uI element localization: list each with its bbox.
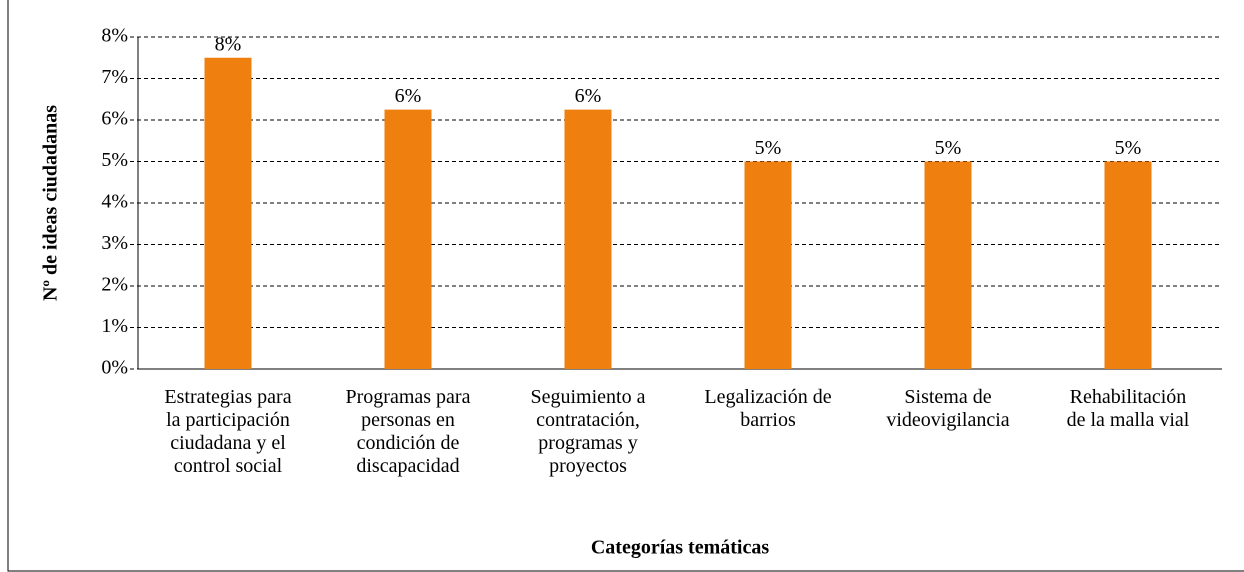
bar (564, 109, 612, 369)
y-tick-label: 0% (101, 357, 128, 379)
y-tick-label: 2% (101, 274, 128, 296)
value-label: 5% (1115, 137, 1142, 159)
y-tick-label: 6% (101, 108, 128, 130)
y-tick-label: 8% (101, 25, 128, 47)
y-tick-label: 7% (101, 66, 128, 88)
bar (1104, 161, 1152, 369)
bar (924, 161, 972, 369)
value-label: 5% (935, 137, 962, 159)
chart-frame (7, 0, 1244, 572)
bar (204, 57, 252, 369)
value-label: 5% (755, 137, 782, 159)
y-tick-label: 1% (101, 315, 128, 337)
y-tick-label: 5% (101, 149, 128, 171)
y-tick-label: 3% (101, 232, 128, 254)
y-tick-label: 4% (101, 191, 128, 213)
value-label: 6% (395, 85, 422, 107)
x-tick-label: Seguimiento a contratación, programas y pro… (531, 386, 646, 477)
bar (744, 161, 792, 369)
x-tick-label: Sistema de videovigilancia (886, 386, 1009, 431)
x-axis-title: Categorías temáticas (591, 537, 769, 559)
value-label: 6% (575, 85, 602, 107)
x-tick-label: Legalización de barrios (704, 386, 831, 431)
x-tick-label: Estrategias para la participación ciudadan… (164, 386, 291, 477)
x-tick-label: Rehabilitación de la malla vial (1067, 386, 1190, 431)
value-label: 8% (215, 33, 242, 55)
y-axis-title: Nº de ideas ciudadanas (40, 105, 62, 301)
x-tick-label: Programas para personas en condición de dis… (346, 386, 471, 477)
bar (384, 109, 432, 369)
